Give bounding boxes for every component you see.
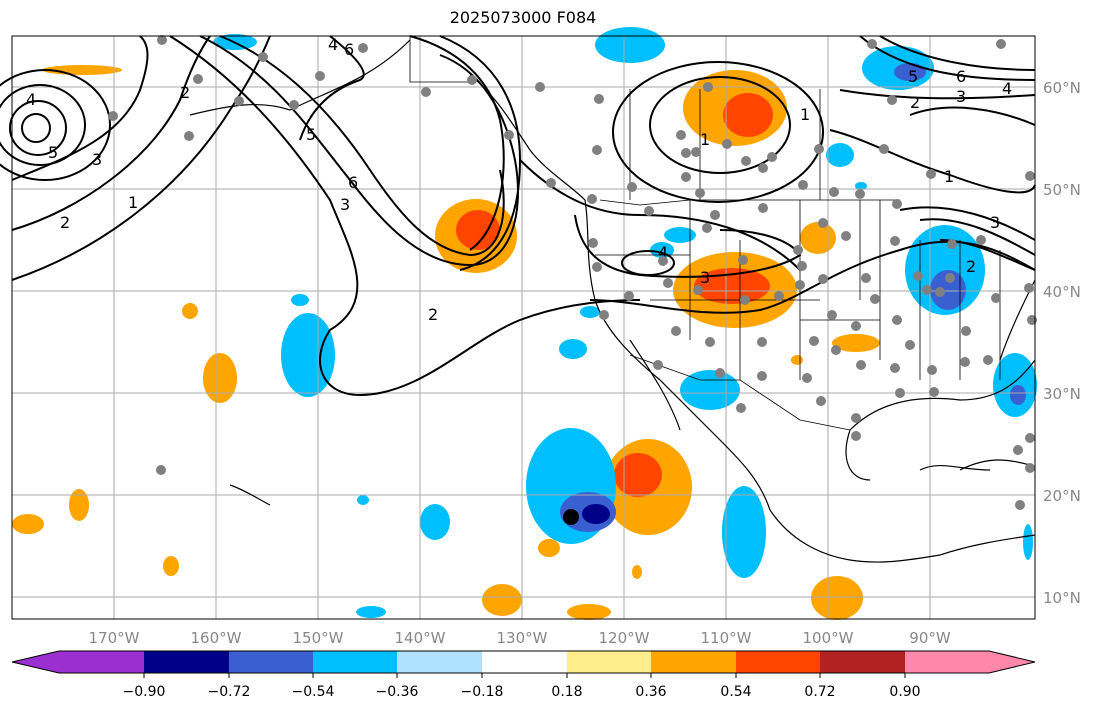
lat-label: 10°N — [1043, 589, 1081, 607]
colorbar-segment — [229, 651, 313, 673]
map-title: 2025073000 F084 — [449, 8, 597, 27]
colorbar-tick-label: 0.72 — [804, 684, 835, 700]
contour-label: 4 — [1002, 79, 1012, 98]
contour-label: 3 — [990, 213, 1000, 232]
colorbar-segment — [651, 651, 736, 673]
contour-label: 6 — [956, 67, 966, 86]
contour-label: 3 — [340, 195, 350, 214]
colorbar-segment — [905, 651, 989, 673]
lat-label: 60°N — [1043, 79, 1081, 97]
contour-label: 5 — [48, 143, 58, 162]
lon-label: 100°W — [803, 629, 854, 647]
colorbar-segment — [989, 651, 1035, 673]
colorbar-tick-label: 0.18 — [551, 684, 582, 700]
contour-label: 1 — [800, 105, 810, 124]
contours — [0, 35, 1036, 397]
lon-label: 160°W — [191, 629, 242, 647]
contour-label: 3 — [700, 268, 710, 287]
colorbar-tick-label: −0.72 — [208, 684, 251, 700]
coastlines — [189, 39, 1036, 563]
lon-label: 110°W — [701, 629, 752, 647]
contour-label: 3 — [92, 150, 102, 169]
colorbar-segment — [59, 651, 144, 673]
colorbar-segment — [820, 651, 905, 673]
contour-label: 5 — [306, 125, 316, 144]
latitude-labels: 60°N 50°N 40°N 30°N 20°N 10°N — [1043, 79, 1081, 607]
colorbar-tick-label: −0.54 — [292, 684, 335, 700]
colorbar-tick-label: 0.54 — [720, 684, 751, 700]
lat-label: 30°N — [1043, 385, 1081, 403]
colorbar-tick-label: 0.36 — [635, 684, 666, 700]
contour-label: 4 — [658, 243, 668, 262]
lat-label: 40°N — [1043, 283, 1081, 301]
lon-label: 140°W — [395, 629, 446, 647]
contour-label: 4 — [328, 35, 338, 54]
contour-label: 3 — [956, 87, 966, 106]
contour-label: 2 — [428, 305, 438, 324]
colorbar-segment — [397, 651, 482, 673]
contour-label: 1 — [128, 193, 138, 212]
map-frame — [11, 35, 1036, 620]
contour-label: 4 — [26, 90, 36, 109]
colorbar-segment — [567, 651, 651, 673]
colorbar-outline — [11, 650, 1036, 674]
lon-label: 90°W — [909, 629, 951, 647]
contour-label: 6 — [344, 40, 354, 59]
lat-label: 20°N — [1043, 487, 1081, 505]
colorbar: −0.90 −0.72 −0.54 −0.36 −0.18 0.18 0.36 … — [11, 650, 1036, 700]
contour-labels: 4 6 5 3 2 1 4 5 3 6 2 2 4 3 1 1 2 3 5 6 … — [26, 35, 1012, 324]
lon-label: 150°W — [293, 629, 344, 647]
lon-label: 170°W — [89, 629, 140, 647]
graticule — [12, 36, 1035, 619]
colorbar-segment — [144, 651, 229, 673]
contour-label: 1 — [700, 130, 710, 149]
colorbar-tick-label: −0.90 — [123, 684, 166, 700]
longitude-labels: 170°W 160°W 150°W 140°W 130°W 120°W 110°… — [89, 629, 951, 647]
contour-label: 1 — [944, 167, 954, 186]
colorbar-segment — [313, 651, 397, 673]
colorbar-tick-label: 0.90 — [889, 684, 920, 700]
lon-label: 130°W — [497, 629, 548, 647]
contour-label: 6 — [348, 173, 358, 192]
lon-label: 120°W — [599, 629, 650, 647]
colorbar-tick-label: −0.36 — [376, 684, 419, 700]
contour-label: 2 — [966, 257, 976, 276]
colorbar-segment — [12, 651, 59, 673]
station-markers — [108, 35, 1037, 510]
colorbar-segment — [736, 651, 820, 673]
contour-label: 2 — [910, 93, 920, 112]
colorbar-tick-label: −0.18 — [461, 684, 504, 700]
contour-label: 5 — [908, 67, 918, 86]
storm-center-marker — [563, 509, 579, 525]
contour-label: 2 — [60, 213, 70, 232]
lat-label: 50°N — [1043, 181, 1081, 199]
colorbar-segment — [482, 651, 567, 673]
contour-label: 2 — [180, 83, 190, 102]
